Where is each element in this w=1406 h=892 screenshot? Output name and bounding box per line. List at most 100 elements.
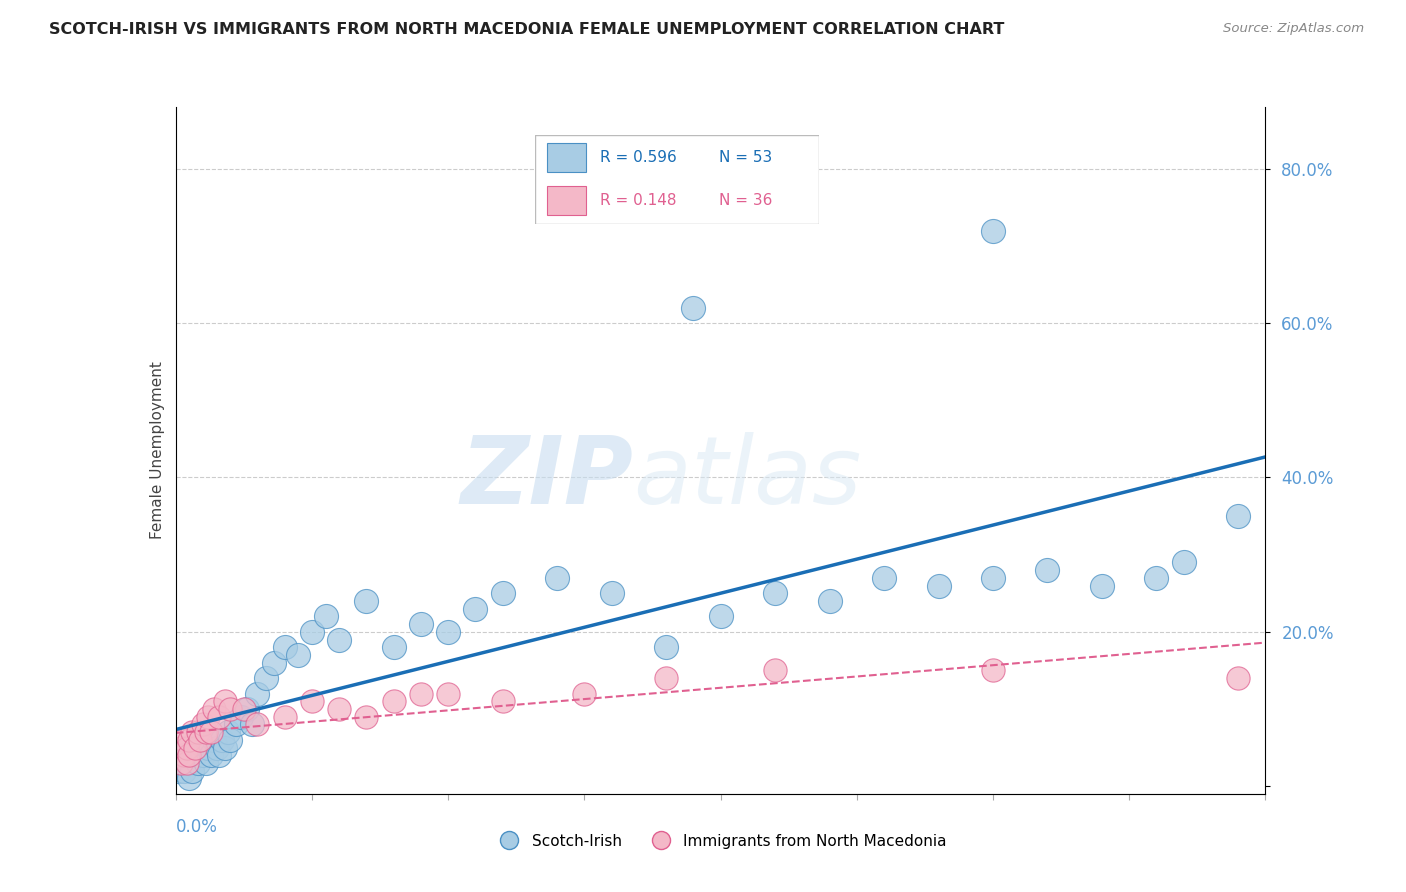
Point — [184, 748, 207, 763]
Point — [186, 725, 209, 739]
Bar — [547, 144, 586, 172]
Point — [274, 640, 297, 655]
Point — [181, 764, 204, 778]
Point — [167, 748, 190, 763]
Point — [208, 709, 231, 723]
Point — [211, 732, 233, 747]
Point — [409, 617, 432, 632]
Point — [225, 717, 247, 731]
Point — [208, 748, 231, 763]
Point — [173, 748, 195, 763]
Point — [167, 764, 190, 778]
Point — [176, 756, 198, 770]
Text: ZIP: ZIP — [461, 432, 633, 524]
Point — [981, 571, 1004, 585]
Point — [437, 624, 460, 639]
Point — [184, 740, 207, 755]
Point — [356, 594, 378, 608]
Point — [197, 709, 219, 723]
Point — [315, 609, 337, 624]
Point — [217, 725, 239, 739]
Point — [356, 709, 378, 723]
Point — [173, 732, 195, 747]
Point — [1144, 571, 1167, 585]
Point — [179, 756, 201, 770]
Point — [191, 717, 214, 731]
Point — [214, 694, 236, 708]
Point — [179, 772, 201, 786]
Point — [873, 571, 896, 585]
Point — [1173, 555, 1195, 569]
Point — [194, 725, 217, 739]
Point — [492, 694, 515, 708]
Text: atlas: atlas — [633, 433, 862, 524]
Point — [382, 640, 405, 655]
Text: N = 36: N = 36 — [720, 193, 773, 208]
Point — [176, 748, 198, 763]
Point — [202, 702, 225, 716]
Text: SCOTCH-IRISH VS IMMIGRANTS FROM NORTH MACEDONIA FEMALE UNEMPLOYMENT CORRELATION : SCOTCH-IRISH VS IMMIGRANTS FROM NORTH MA… — [49, 22, 1004, 37]
Text: R = 0.148: R = 0.148 — [600, 193, 678, 208]
Point — [200, 748, 222, 763]
Point — [173, 764, 195, 778]
Point — [763, 664, 786, 678]
Point — [546, 571, 568, 585]
Point — [246, 687, 269, 701]
Point — [235, 702, 257, 716]
Point — [655, 640, 678, 655]
Point — [492, 586, 515, 600]
Point — [328, 632, 350, 647]
Point — [170, 756, 193, 770]
Point — [246, 717, 269, 731]
Legend: Scotch-Irish, Immigrants from North Macedonia: Scotch-Irish, Immigrants from North Mace… — [488, 828, 953, 855]
Point — [188, 732, 211, 747]
Point — [179, 748, 201, 763]
Point — [818, 594, 841, 608]
Point — [1227, 509, 1250, 524]
Point — [202, 732, 225, 747]
Text: Source: ZipAtlas.com: Source: ZipAtlas.com — [1223, 22, 1364, 36]
Point — [179, 732, 201, 747]
Point — [170, 756, 193, 770]
Point — [263, 656, 285, 670]
Point — [1036, 563, 1059, 577]
Point — [176, 740, 198, 755]
Text: R = 0.596: R = 0.596 — [600, 150, 678, 165]
Point — [200, 725, 222, 739]
Point — [240, 717, 263, 731]
Point — [254, 671, 277, 685]
Point — [437, 687, 460, 701]
Text: N = 53: N = 53 — [720, 150, 773, 165]
Point — [274, 709, 297, 723]
Point — [287, 648, 309, 662]
Point — [1091, 578, 1114, 592]
Point — [197, 740, 219, 755]
Point — [1227, 671, 1250, 685]
Point — [682, 301, 704, 315]
Point — [186, 756, 209, 770]
Point — [600, 586, 623, 600]
Y-axis label: Female Unemployment: Female Unemployment — [149, 361, 165, 540]
Point — [464, 601, 486, 615]
Point — [232, 702, 254, 716]
Point — [574, 687, 596, 701]
Point — [763, 586, 786, 600]
Point — [409, 687, 432, 701]
Point — [188, 740, 211, 755]
Point — [214, 740, 236, 755]
Point — [328, 702, 350, 716]
Point — [655, 671, 678, 685]
Bar — [547, 186, 586, 215]
FancyBboxPatch shape — [536, 135, 818, 224]
Point — [301, 624, 323, 639]
Point — [170, 740, 193, 755]
Point — [981, 664, 1004, 678]
Point — [191, 748, 214, 763]
Point — [928, 578, 950, 592]
Point — [219, 702, 242, 716]
Point — [231, 709, 253, 723]
Point — [181, 725, 204, 739]
Point — [382, 694, 405, 708]
Point — [194, 756, 217, 770]
Point — [205, 740, 228, 755]
